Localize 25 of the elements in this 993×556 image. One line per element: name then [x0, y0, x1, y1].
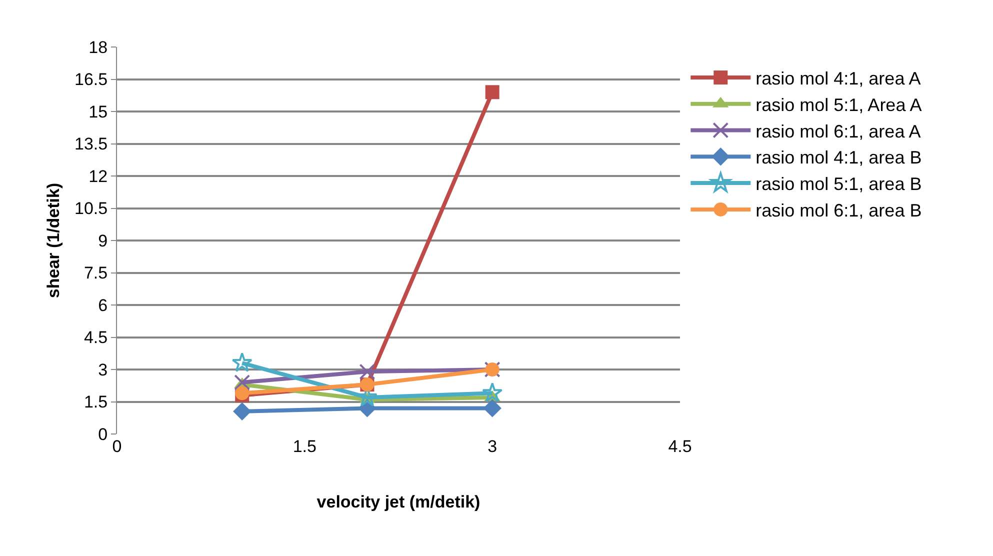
- legend-label: rasio mol 6:1, area B: [756, 200, 922, 220]
- y-tick-label: 1.5: [84, 392, 108, 412]
- y-tick-label: 7.5: [84, 264, 108, 283]
- legend-label: rasio mol 6:1, area A: [756, 121, 921, 142]
- x-tick-label: 1.5: [292, 437, 316, 456]
- y-tick-label: 16.5: [74, 70, 108, 90]
- y-tick-label: 6: [98, 296, 108, 315]
- y-tick-label: 18: [88, 38, 108, 57]
- y-tick-label: 15: [88, 102, 108, 122]
- y-tick-label: 10.5: [74, 199, 108, 218]
- x-tick-label: 4.5: [668, 437, 692, 456]
- x-tick-label: 3: [488, 437, 498, 456]
- y-tick-label: 13.5: [74, 134, 108, 154]
- x-tick-label: 0: [112, 437, 122, 456]
- legend-label: rasio mol 4:1, area B: [756, 148, 922, 168]
- legend-label: rasio mol 5:1, Area A: [756, 94, 922, 115]
- y-tick-label: 3: [98, 360, 108, 380]
- legend-label: rasio mol 5:1, area B: [756, 174, 922, 194]
- x-axis-title: velocity jet (m/detik): [316, 492, 480, 512]
- y-tick-label: 0: [98, 424, 108, 444]
- legend-label: rasio mol 4:1, area A: [756, 68, 921, 88]
- y-tick-label: 9: [98, 231, 108, 250]
- y-tick-label: 4.5: [84, 328, 108, 348]
- y-tick-label: 12: [88, 166, 108, 186]
- y-axis-title: shear (1/detik): [44, 182, 64, 298]
